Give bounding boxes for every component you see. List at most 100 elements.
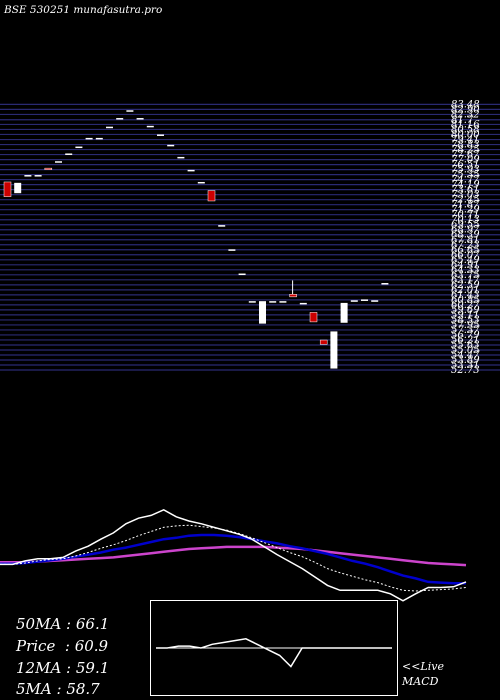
- y-tick-label: 77.09: [451, 155, 480, 166]
- y-tick-label: 60.85: [451, 295, 480, 306]
- y-tick-label: 53.31: [451, 360, 480, 371]
- y-tick-label: 75.93: [451, 165, 480, 176]
- price-readout: Price : 60.9: [16, 637, 109, 655]
- macd-line: [156, 638, 392, 668]
- up-candle: [65, 153, 73, 155]
- y-tick-label: 65.49: [451, 255, 480, 266]
- up-candle: [228, 249, 236, 251]
- down-candle: [289, 294, 297, 298]
- y-tick-label: 62.59: [451, 280, 480, 291]
- down-candle: [3, 181, 12, 197]
- up-candle: [187, 169, 195, 172]
- y-tick-label: 76.51: [451, 160, 480, 171]
- y-tick-label: 83.48: [451, 99, 480, 110]
- ma20-line: [0, 533, 466, 585]
- up-candle: [126, 110, 134, 112]
- up-candle: [95, 137, 103, 140]
- y-tick-label: 69.55: [451, 220, 480, 231]
- up-candle: [269, 301, 277, 303]
- y-tick-label: 71.87: [451, 200, 480, 211]
- y-tick-label: 68.39: [451, 230, 480, 241]
- y-tick-label: 62.01: [451, 285, 480, 296]
- y-tick-label: 56.79: [451, 330, 480, 341]
- y-tick-label: 82.90: [451, 104, 480, 115]
- y-tick-label: 58.53: [451, 315, 480, 326]
- up-candle: [146, 125, 154, 128]
- up-candle: [157, 134, 164, 136]
- price-chart: 83.4882.9082.3281.781.1680.5880.0079.417…: [0, 99, 500, 376]
- y-tick-label: 79.41: [451, 135, 480, 146]
- ma50-readout: 50MA : 66.1: [16, 615, 110, 633]
- y-tick-label: 55.63: [451, 340, 480, 351]
- y-tick-label: 66.07: [451, 250, 480, 261]
- up-candle: [361, 299, 368, 301]
- y-tick-label: 55.05: [451, 345, 480, 356]
- up-candle: [259, 301, 266, 324]
- chart-title: BSE 530251 munafasutra.pro: [4, 4, 163, 16]
- y-tick-label: 57.37: [451, 325, 480, 336]
- y-tick-label: 71.29: [451, 205, 480, 216]
- macd-chart: [156, 638, 392, 668]
- y-tick-label: 67.23: [451, 240, 480, 251]
- up-candle: [371, 300, 379, 302]
- macd-panel: [150, 600, 398, 696]
- y-tick-label: 68.97: [451, 225, 480, 236]
- y-tick-label: 59.69: [451, 305, 480, 316]
- y-tick-label: 59.11: [451, 310, 480, 321]
- up-candle: [14, 182, 22, 194]
- up-candle: [167, 144, 175, 147]
- ma5-line: [0, 508, 467, 602]
- y-tick-label: 73.61: [451, 185, 480, 196]
- up-candle: [218, 225, 226, 227]
- up-candle: [381, 283, 389, 285]
- up-candle: [279, 301, 287, 303]
- y-tick-label: 78.83: [451, 140, 480, 151]
- y-tick-label: 74.19: [451, 180, 480, 191]
- y-tick-label: 80.00: [451, 129, 480, 140]
- up-candle: [330, 331, 338, 369]
- y-tick-label: 70.13: [451, 215, 480, 226]
- price-grid: [0, 103, 500, 371]
- y-tick-label: 56.21: [451, 335, 480, 346]
- candle-series: [3, 110, 389, 369]
- y-tick-label: 61.43: [451, 290, 480, 301]
- y-tick-label: 60.27: [451, 300, 480, 311]
- y-tick-label: 67.81: [451, 235, 480, 246]
- y-tick-label: 80.58: [451, 124, 480, 135]
- y-tick-label: 57.95: [451, 320, 480, 331]
- y-tick-label: 70.71: [451, 210, 480, 221]
- y-tick-label: 81.7: [451, 115, 474, 126]
- up-candle: [197, 181, 205, 184]
- ma12-readout: 12MA : 59.1: [16, 659, 110, 677]
- down-candle: [319, 339, 328, 345]
- ma5-readout: 5MA : 58.7: [16, 680, 100, 698]
- y-tick-label: 64.33: [451, 265, 480, 276]
- y-tick-label: 78.25: [451, 145, 480, 156]
- up-candle: [106, 126, 113, 129]
- up-candle: [299, 302, 307, 305]
- live-link[interactable]: <<Live: [402, 660, 444, 673]
- up-candle: [136, 118, 144, 120]
- up-candle: [350, 300, 358, 302]
- up-candle: [24, 175, 32, 177]
- up-candle: [85, 137, 93, 140]
- moving-average-chart: [0, 508, 467, 602]
- up-candle: [34, 175, 42, 177]
- up-candle: [55, 161, 62, 163]
- macd-label: MACD: [402, 675, 439, 688]
- y-tick-label: 75.35: [451, 170, 480, 181]
- y-tick-label: 66.65: [451, 245, 480, 256]
- y-tick-label: 74.77: [451, 175, 480, 186]
- y-tick-label: 81.16: [451, 119, 480, 130]
- y-tick-label: 72.45: [451, 195, 480, 206]
- y-tick-label: 63.17: [451, 275, 480, 286]
- down-candle: [309, 312, 318, 323]
- price-axis-ticks: 83.4882.9082.3281.781.1680.5880.0079.417…: [451, 99, 480, 376]
- up-candle: [248, 301, 256, 303]
- up-candle: [116, 118, 124, 120]
- moving-average-lines: [0, 508, 467, 602]
- up-candle: [238, 273, 246, 276]
- y-tick-label: 52.73: [451, 365, 480, 376]
- down-candle: [44, 167, 53, 170]
